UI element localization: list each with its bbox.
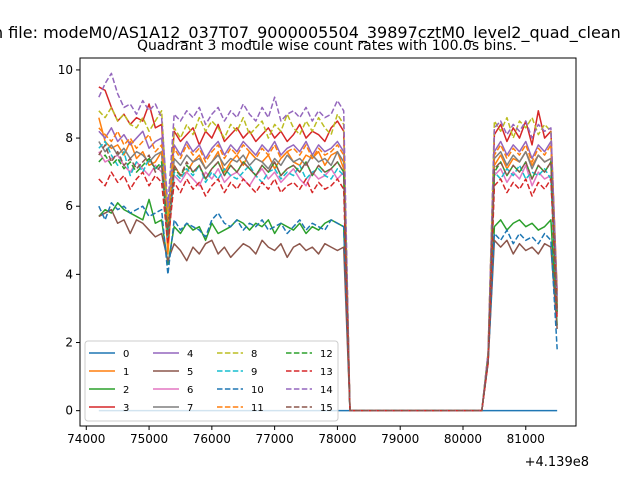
x-axis-ticks: 74000 75000 76000 77000 78000 79000 80000 81000: [67, 426, 545, 446]
plot-area-frame: [79, 57, 577, 427]
series-line-13: [98, 171, 558, 412]
legend-label: 14: [320, 385, 333, 396]
x-tick-label: 80000: [444, 432, 482, 446]
y-axis-ticks: 0 2 4 6 8 10: [58, 63, 80, 418]
legend-label: 10: [251, 385, 264, 396]
legend-label: 6: [187, 385, 193, 396]
y-tick-label: 6: [65, 199, 73, 213]
legend-label: 0: [123, 349, 129, 360]
y-tick-label: 0: [65, 404, 73, 418]
figure-suptitle: n file: modeM0/AS1A12_037T07_9000005504_…: [0, 23, 621, 43]
x-tick-label: 79000: [381, 432, 419, 446]
y-tick-label: 10: [58, 63, 73, 77]
y-tick-label: 8: [65, 131, 73, 145]
y-tick-label: 4: [65, 267, 73, 281]
y-tick-label: 2: [65, 336, 73, 350]
x-axis-offset-label: +4.139e8: [525, 455, 589, 470]
x-tick-label: 76000: [193, 432, 231, 446]
x-tick-label: 78000: [318, 432, 356, 446]
legend-label: 11: [251, 403, 264, 414]
legend-label: 2: [123, 385, 129, 396]
legend-label: 9: [251, 367, 257, 378]
x-tick-label: 77000: [256, 432, 294, 446]
legend-box: [84, 340, 339, 422]
legend-label: 4: [187, 349, 193, 360]
legend-label: 12: [320, 349, 333, 360]
legend-label: 15: [320, 403, 333, 414]
series-line-11: [98, 127, 558, 412]
legend-label: 3: [123, 403, 129, 414]
x-tick-label: 74000: [67, 432, 105, 446]
legend-label: 8: [251, 349, 257, 360]
legend-label: 5: [187, 367, 193, 378]
x-tick-label: 81000: [507, 432, 545, 446]
x-tick-label: 75000: [130, 432, 168, 446]
series-line-15: [98, 144, 558, 412]
series-lines: [98, 72, 558, 412]
chart-title: Quadrant 3 module wise count rates with …: [137, 38, 517, 54]
legend-label: 1: [123, 367, 129, 378]
legend-label: 13: [320, 367, 333, 378]
series-line-14: [98, 72, 558, 412]
legend-label: 7: [187, 403, 193, 414]
